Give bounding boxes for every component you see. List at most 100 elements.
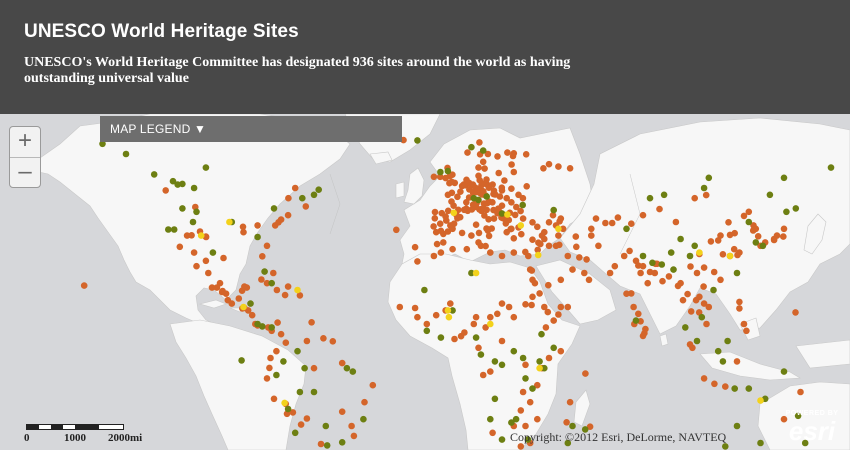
cultural-site[interactable] (454, 193, 461, 201)
natural-site[interactable] (731, 385, 738, 392)
natural-site[interactable] (529, 385, 536, 392)
cultural-site[interactable] (485, 216, 492, 223)
cultural-site[interactable] (431, 215, 439, 222)
cultural-site[interactable] (564, 303, 572, 311)
natural-site[interactable] (310, 191, 318, 199)
cultural-site[interactable] (291, 184, 299, 192)
cultural-site[interactable] (444, 228, 452, 235)
cultural-site[interactable] (665, 273, 673, 280)
zoom-in-button[interactable]: + (10, 127, 40, 158)
cultural-site[interactable] (489, 181, 496, 188)
cultural-site[interactable] (259, 253, 266, 260)
cultural-site[interactable] (431, 208, 439, 216)
cultural-site[interactable] (519, 388, 527, 396)
cultural-site[interactable] (736, 298, 743, 306)
cultural-site[interactable] (780, 225, 788, 233)
mixed-site[interactable] (517, 222, 525, 229)
cultural-site[interactable] (470, 320, 478, 328)
cultural-site[interactable] (468, 232, 475, 239)
cultural-site[interactable] (484, 150, 492, 158)
cultural-site[interactable] (430, 223, 437, 230)
cultural-site[interactable] (274, 319, 281, 326)
cultural-site[interactable] (338, 359, 346, 367)
natural-site[interactable] (498, 436, 506, 443)
cultural-site[interactable] (674, 282, 682, 290)
cultural-site[interactable] (481, 165, 488, 172)
cultural-site[interactable] (369, 381, 377, 389)
natural-site[interactable] (752, 239, 760, 246)
mixed-site[interactable] (534, 251, 542, 259)
cultural-site[interactable] (550, 317, 557, 324)
cultural-site[interactable] (588, 232, 595, 239)
mixed-site[interactable] (281, 399, 288, 407)
natural-site[interactable] (780, 174, 788, 182)
natural-site[interactable] (360, 415, 367, 423)
natural-site[interactable] (99, 140, 106, 148)
cultural-site[interactable] (503, 194, 511, 202)
cultural-site[interactable] (393, 226, 400, 234)
natural-site[interactable] (349, 368, 357, 375)
cultural-site[interactable] (361, 398, 368, 406)
mixed-site[interactable] (294, 286, 301, 294)
cultural-site[interactable] (510, 150, 518, 157)
natural-site[interactable] (564, 439, 572, 447)
cultural-site[interactable] (446, 179, 453, 187)
cultural-site[interactable] (504, 149, 511, 156)
cultural-site[interactable] (433, 240, 441, 248)
cultural-site[interactable] (522, 422, 529, 430)
cultural-site[interactable] (239, 223, 247, 231)
natural-site[interactable] (733, 422, 741, 430)
cultural-site[interactable] (438, 209, 446, 217)
cultural-site[interactable] (534, 381, 541, 389)
cultural-site[interactable] (526, 398, 534, 406)
cultural-site[interactable] (736, 305, 743, 312)
cultural-site[interactable] (563, 419, 570, 426)
cultural-site[interactable] (162, 187, 169, 194)
cultural-site[interactable] (529, 293, 536, 301)
natural-site[interactable] (294, 347, 301, 355)
natural-site[interactable] (273, 371, 280, 379)
cultural-site[interactable] (289, 409, 297, 416)
cultural-site[interactable] (623, 290, 630, 297)
cultural-site[interactable] (436, 220, 444, 227)
cultural-site[interactable] (581, 269, 588, 277)
cultural-site[interactable] (254, 222, 261, 229)
natural-site[interactable] (710, 286, 717, 294)
cultural-site[interactable] (529, 219, 536, 226)
cultural-site[interactable] (541, 235, 548, 243)
cultural-site[interactable] (450, 220, 458, 227)
natural-site[interactable] (698, 313, 706, 321)
natural-site[interactable] (280, 358, 287, 365)
cultural-site[interactable] (258, 276, 265, 283)
cultural-site[interactable] (513, 203, 520, 211)
mixed-site[interactable] (726, 252, 734, 260)
cultural-site[interactable] (522, 301, 529, 308)
natural-site[interactable] (658, 261, 666, 268)
cultural-site[interactable] (717, 276, 724, 284)
cultural-site[interactable] (557, 347, 565, 355)
cultural-site[interactable] (700, 375, 708, 382)
natural-site[interactable] (449, 307, 456, 314)
natural-site[interactable] (254, 233, 261, 241)
cultural-site[interactable] (534, 415, 541, 423)
cultural-site[interactable] (519, 194, 527, 202)
natural-site[interactable] (284, 405, 292, 413)
natural-site[interactable] (510, 347, 518, 355)
cultural-site[interactable] (308, 319, 315, 326)
cultural-site[interactable] (501, 177, 508, 184)
cultural-site[interactable] (691, 194, 698, 202)
natural-site[interactable] (479, 147, 487, 154)
cultural-site[interactable] (457, 188, 464, 195)
cultural-site[interactable] (296, 292, 304, 299)
cultural-site[interactable] (510, 249, 518, 256)
natural-site[interactable] (343, 364, 351, 372)
cultural-site[interactable] (281, 291, 289, 299)
cultural-site[interactable] (714, 237, 722, 244)
cultural-site[interactable] (303, 337, 311, 345)
cultural-site[interactable] (566, 165, 574, 172)
natural-site[interactable] (421, 286, 428, 294)
cultural-site[interactable] (559, 225, 567, 233)
cultural-site[interactable] (556, 241, 563, 249)
cultural-site[interactable] (611, 262, 619, 270)
cultural-site[interactable] (193, 262, 200, 270)
